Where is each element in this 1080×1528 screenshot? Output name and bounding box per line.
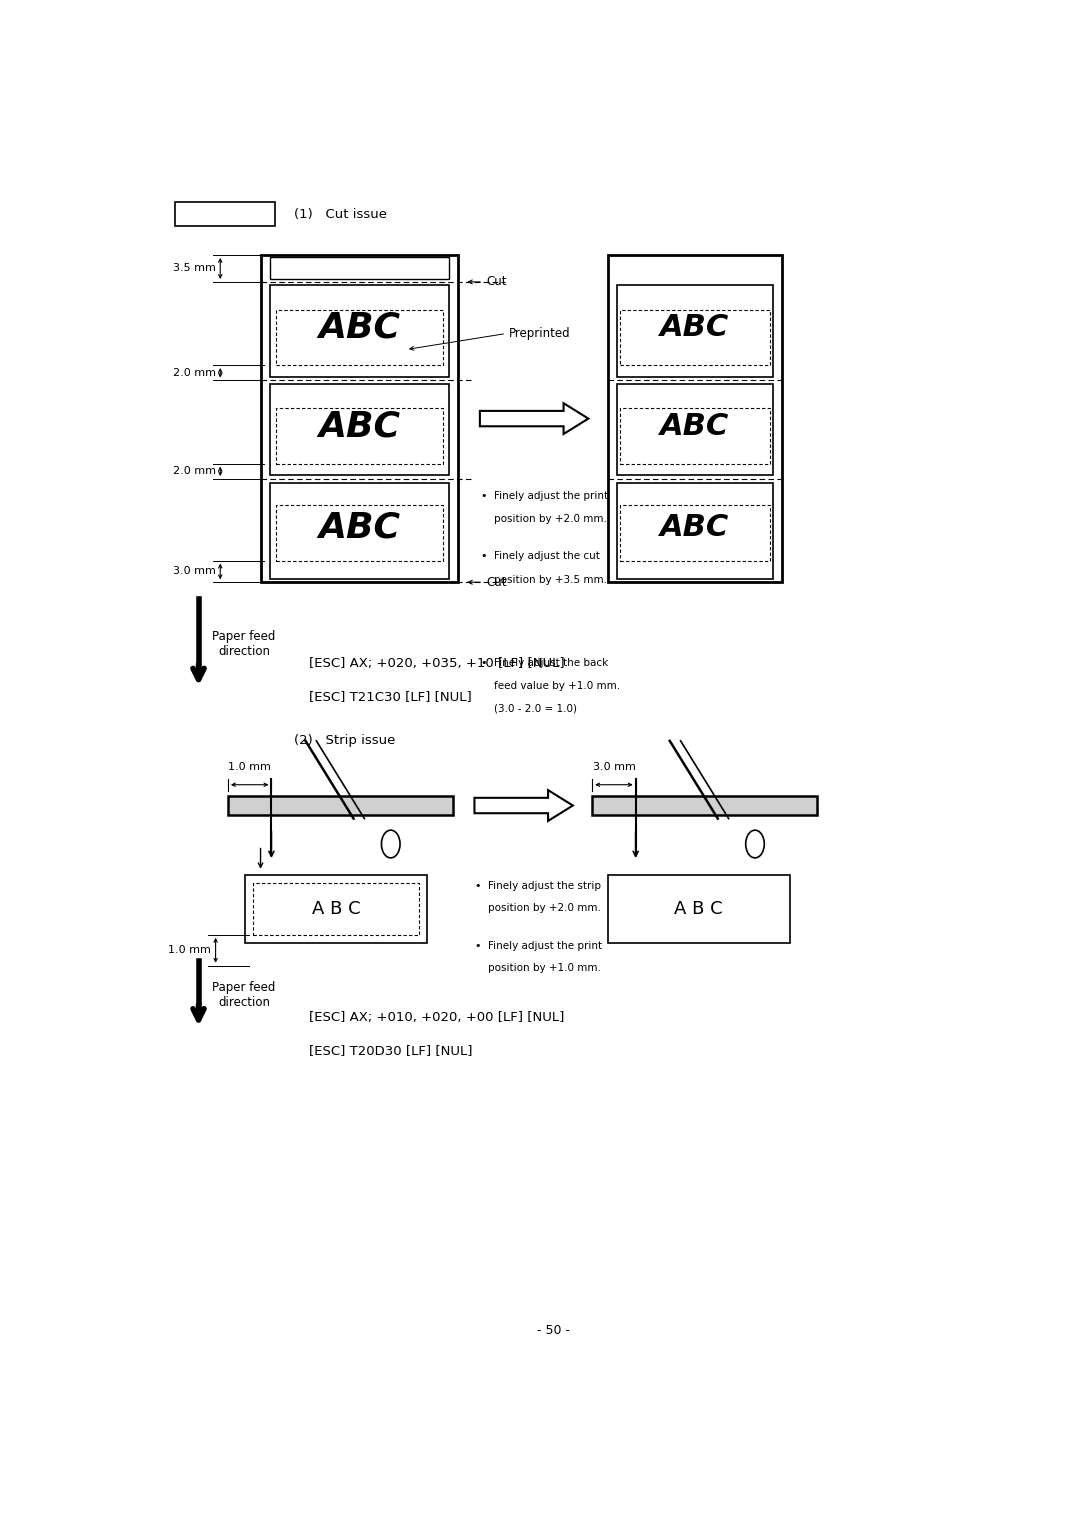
Text: feed value by +1.0 mm.: feed value by +1.0 mm. <box>494 681 620 691</box>
Text: •: • <box>474 941 481 950</box>
Bar <box>228 796 453 814</box>
Text: position by +3.5 mm.: position by +3.5 mm. <box>494 575 607 585</box>
Text: Finely adjust the print: Finely adjust the print <box>494 492 608 501</box>
Text: 1.0 mm: 1.0 mm <box>168 946 211 955</box>
Text: Finely adjust the print: Finely adjust the print <box>488 941 603 950</box>
Bar <box>617 483 773 579</box>
Text: position by +1.0 mm.: position by +1.0 mm. <box>488 963 602 973</box>
Bar <box>620 310 770 365</box>
Bar <box>270 286 449 376</box>
Text: Cut: Cut <box>486 275 507 289</box>
Text: •: • <box>480 657 486 668</box>
Text: (2)   Strip issue: (2) Strip issue <box>294 733 395 747</box>
Text: 3.5 mm: 3.5 mm <box>173 263 216 274</box>
Text: Examples: Examples <box>192 208 257 220</box>
Bar <box>276 408 443 463</box>
Bar <box>608 876 789 943</box>
Text: [ESC] AX; +010, +020, +00 [LF] [NUL]: [ESC] AX; +010, +020, +00 [LF] [NUL] <box>309 1010 565 1024</box>
Polygon shape <box>480 403 589 434</box>
Bar <box>617 385 773 475</box>
Text: Preprinted: Preprinted <box>510 327 571 341</box>
Text: position by +2.0 mm.: position by +2.0 mm. <box>488 903 602 912</box>
Text: (1)   Cut issue: (1) Cut issue <box>294 208 387 220</box>
Text: •: • <box>480 492 486 501</box>
Text: A B C: A B C <box>312 900 361 918</box>
Text: •: • <box>480 552 486 561</box>
Text: [ESC] T20D30 [LF] [NUL]: [ESC] T20D30 [LF] [NUL] <box>309 1044 473 1057</box>
Bar <box>270 385 449 475</box>
Bar <box>276 310 443 365</box>
Text: (3.0 - 2.0 = 1.0): (3.0 - 2.0 = 1.0) <box>494 704 577 714</box>
Bar <box>620 506 770 561</box>
Text: Paper feed
direction: Paper feed direction <box>213 981 275 1008</box>
Bar <box>276 506 443 561</box>
Text: 1.0 mm: 1.0 mm <box>228 762 271 773</box>
Text: ABC: ABC <box>660 513 730 542</box>
Text: 3.0 mm: 3.0 mm <box>593 762 635 773</box>
Bar <box>260 255 458 582</box>
Bar <box>245 876 428 943</box>
Text: position by +2.0 mm.: position by +2.0 mm. <box>494 515 607 524</box>
Text: ABC: ABC <box>319 510 401 545</box>
Text: ABC: ABC <box>319 410 401 443</box>
Text: Finely adjust the strip: Finely adjust the strip <box>488 882 602 891</box>
Text: Cut: Cut <box>486 576 507 588</box>
Bar <box>253 883 419 935</box>
Text: 3.0 mm: 3.0 mm <box>173 567 216 576</box>
Bar <box>608 255 782 582</box>
Polygon shape <box>474 790 572 821</box>
Bar <box>620 408 770 463</box>
Text: Paper feed
direction: Paper feed direction <box>213 630 275 659</box>
Text: [ESC] AX; +020, +035, +10 [LF] [NUL]: [ESC] AX; +020, +035, +10 [LF] [NUL] <box>309 657 565 669</box>
Text: [ESC] T21C30 [LF] [NUL]: [ESC] T21C30 [LF] [NUL] <box>309 689 472 703</box>
FancyBboxPatch shape <box>175 202 274 226</box>
Text: •: • <box>474 882 481 891</box>
Text: 2.0 mm: 2.0 mm <box>173 368 216 377</box>
Text: ABC: ABC <box>660 413 730 442</box>
Bar <box>270 483 449 579</box>
Text: Finely adjust the back: Finely adjust the back <box>494 657 608 668</box>
Text: ABC: ABC <box>660 313 730 342</box>
Text: - 50 -: - 50 - <box>537 1325 570 1337</box>
Text: ABC: ABC <box>319 310 401 345</box>
Text: A B C: A B C <box>675 900 724 918</box>
Bar <box>270 257 449 278</box>
Text: Finely adjust the cut: Finely adjust the cut <box>494 552 599 561</box>
Text: 2.0 mm: 2.0 mm <box>173 466 216 477</box>
Bar <box>617 286 773 376</box>
Bar <box>592 796 816 814</box>
